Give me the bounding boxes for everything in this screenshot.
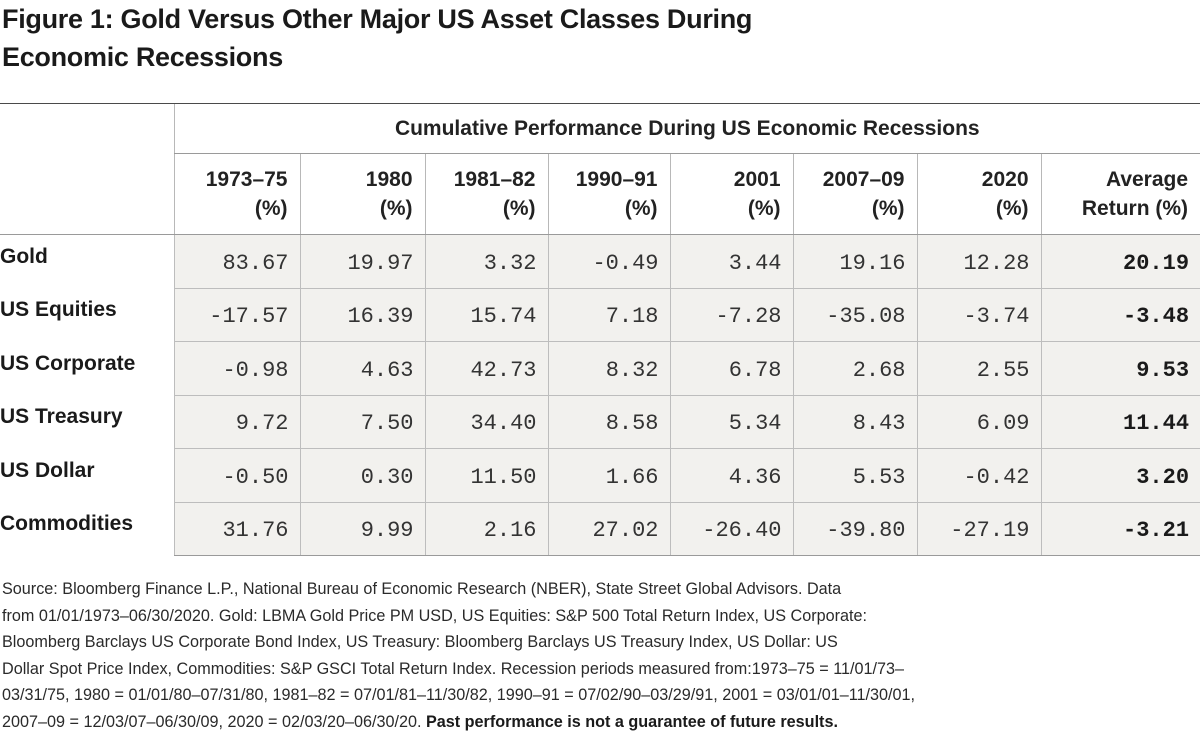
past-performance-disclaimer: Past performance is not a guarantee of f… <box>425 712 838 731</box>
value-cell: -0.49 <box>547 234 670 289</box>
value-cell: -35.08 <box>792 288 917 342</box>
value-cell: 16.39 <box>299 288 425 342</box>
column-header-1973-75: 1973–75 (%) <box>173 153 300 235</box>
value-cell: 5.53 <box>792 448 917 503</box>
value-cell: 8.43 <box>792 395 917 449</box>
table-row: US Treasury 9.72 7.50 34.40 8.58 5.34 8.43 6.09… <box>0 395 1200 449</box>
row-label: US Equities <box>0 288 174 342</box>
figure-title-line-1: Figure 1: Gold Versus Other Major US Ass… <box>2 4 753 34</box>
row-label: US Corporate <box>0 341 174 395</box>
column-header-1981-82: 1981–82 (%) <box>424 153 548 235</box>
column-header-2007-09: 2007–09 (%) <box>792 153 917 235</box>
average-return-cell: -3.48 <box>1040 288 1200 342</box>
column-header-1990-91: 1990–91 (%) <box>547 153 670 235</box>
table-row: Gold 83.67 19.97 3.32 -0.49 3.44 19.16 12.28 20.… <box>0 234 1200 289</box>
value-cell: 83.67 <box>173 234 300 289</box>
value-cell: 2.55 <box>916 341 1041 396</box>
value-cell: 7.50 <box>299 395 425 449</box>
value-cell: -39.80 <box>792 502 917 556</box>
value-cell: 3.32 <box>424 234 548 289</box>
value-cell: -27.19 <box>916 502 1041 556</box>
value-cell: 31.76 <box>173 502 300 556</box>
column-header-2020: 2020 (%) <box>916 153 1041 235</box>
value-cell: -3.74 <box>916 288 1041 342</box>
footnote-last-text: 2007–09 = 12/03/07–06/30/09, 2020 = 02/0… <box>2 712 422 731</box>
value-cell: 1.66 <box>547 448 670 503</box>
row-header-blank <box>0 153 174 235</box>
table-row: US Corporate -0.98 4.63 42.73 8.32 6.78 2.68 2.… <box>0 341 1200 396</box>
column-header-row: 1973–75 (%) 1980 (%) 1981–82 (%) 1990–91 (%)… <box>0 153 1200 235</box>
corner-blank-cell <box>0 103 174 154</box>
column-header-2001: 2001 (%) <box>669 153 793 235</box>
value-cell: -0.98 <box>173 341 300 396</box>
average-return-cell: 20.19 <box>1040 234 1200 289</box>
value-cell: 42.73 <box>424 341 548 396</box>
row-label: US Treasury <box>0 395 174 449</box>
table-row: US Dollar -0.50 0.30 11.50 1.66 4.36 5.53 -0.42… <box>0 448 1200 503</box>
value-cell: 8.58 <box>547 395 670 449</box>
group-header: Cumulative Performance During US Economi… <box>173 103 1200 154</box>
column-header-average-return: Average Return (%) <box>1040 153 1200 235</box>
figure-title-line-2: Economic Recessions <box>2 42 283 72</box>
figure-title: Figure 1: Gold Versus Other Major US Ass… <box>2 0 1002 76</box>
footnote-line: Source: Bloomberg Finance L.P., National… <box>2 580 842 598</box>
value-cell: 4.36 <box>669 448 793 503</box>
footnote-line: from 01/01/1973–06/30/2020. Gold: LBMA G… <box>2 606 868 625</box>
value-cell: 8.32 <box>547 341 670 396</box>
value-cell: 0.30 <box>299 448 425 503</box>
footnote-line-last: 2007–09 = 12/03/07–06/30/09, 2020 = 02/0… <box>2 709 1198 736</box>
table-body: Gold 83.67 19.97 3.32 -0.49 3.44 19.16 12.28 20.… <box>0 234 1200 556</box>
value-cell: 12.28 <box>916 234 1041 289</box>
row-label: US Dollar <box>0 448 174 502</box>
row-label: Commodities <box>0 502 174 556</box>
average-return-cell: -3.21 <box>1040 502 1200 556</box>
value-cell: 11.50 <box>424 448 548 503</box>
footnote-line: 03/31/75, 1980 = 01/01/80–07/31/80, 1981… <box>2 686 916 704</box>
footnote-line: Bloomberg Barclays US Corporate Bond Ind… <box>2 633 838 651</box>
value-cell: -26.40 <box>669 502 793 556</box>
value-cell: 6.78 <box>669 341 793 396</box>
group-header-row: Cumulative Performance During US Economi… <box>0 103 1200 154</box>
table-row: US Equities -17.57 16.39 15.74 7.18 -7.28 -35.… <box>0 288 1200 342</box>
value-cell: 34.40 <box>424 395 548 449</box>
value-cell: 27.02 <box>547 502 670 556</box>
footnote-line: Dollar Spot Price Index, Commodities: S&… <box>2 659 905 678</box>
value-cell: 3.44 <box>669 234 793 289</box>
value-cell: 2.68 <box>792 341 917 396</box>
row-label: Gold <box>0 234 174 288</box>
value-cell: 7.18 <box>547 288 670 342</box>
average-return-cell: 11.44 <box>1040 395 1200 449</box>
value-cell: 9.99 <box>299 502 425 556</box>
value-cell: -0.42 <box>916 448 1041 503</box>
value-cell: 19.16 <box>792 234 917 289</box>
value-cell: 6.09 <box>916 395 1041 449</box>
value-cell: 9.72 <box>173 395 300 449</box>
performance-table: Cumulative Performance During US Economi… <box>0 103 1200 556</box>
source-footnote: Source: Bloomberg Finance L.P., National… <box>2 576 1198 735</box>
table-row: Commodities 31.76 9.99 2.16 27.02 -26.40 -39.8… <box>0 502 1200 556</box>
average-return-cell: 3.20 <box>1040 448 1200 503</box>
value-cell: 5.34 <box>669 395 793 449</box>
value-cell: 19.97 <box>299 234 425 289</box>
average-return-cell: 9.53 <box>1040 341 1200 396</box>
value-cell: 4.63 <box>299 341 425 396</box>
value-cell: -17.57 <box>173 288 300 342</box>
value-cell: 15.74 <box>424 288 548 342</box>
value-cell: -7.28 <box>669 288 793 342</box>
value-cell: 2.16 <box>424 502 548 556</box>
column-header-1980: 1980 (%) <box>299 153 425 235</box>
value-cell: -0.50 <box>173 448 300 503</box>
